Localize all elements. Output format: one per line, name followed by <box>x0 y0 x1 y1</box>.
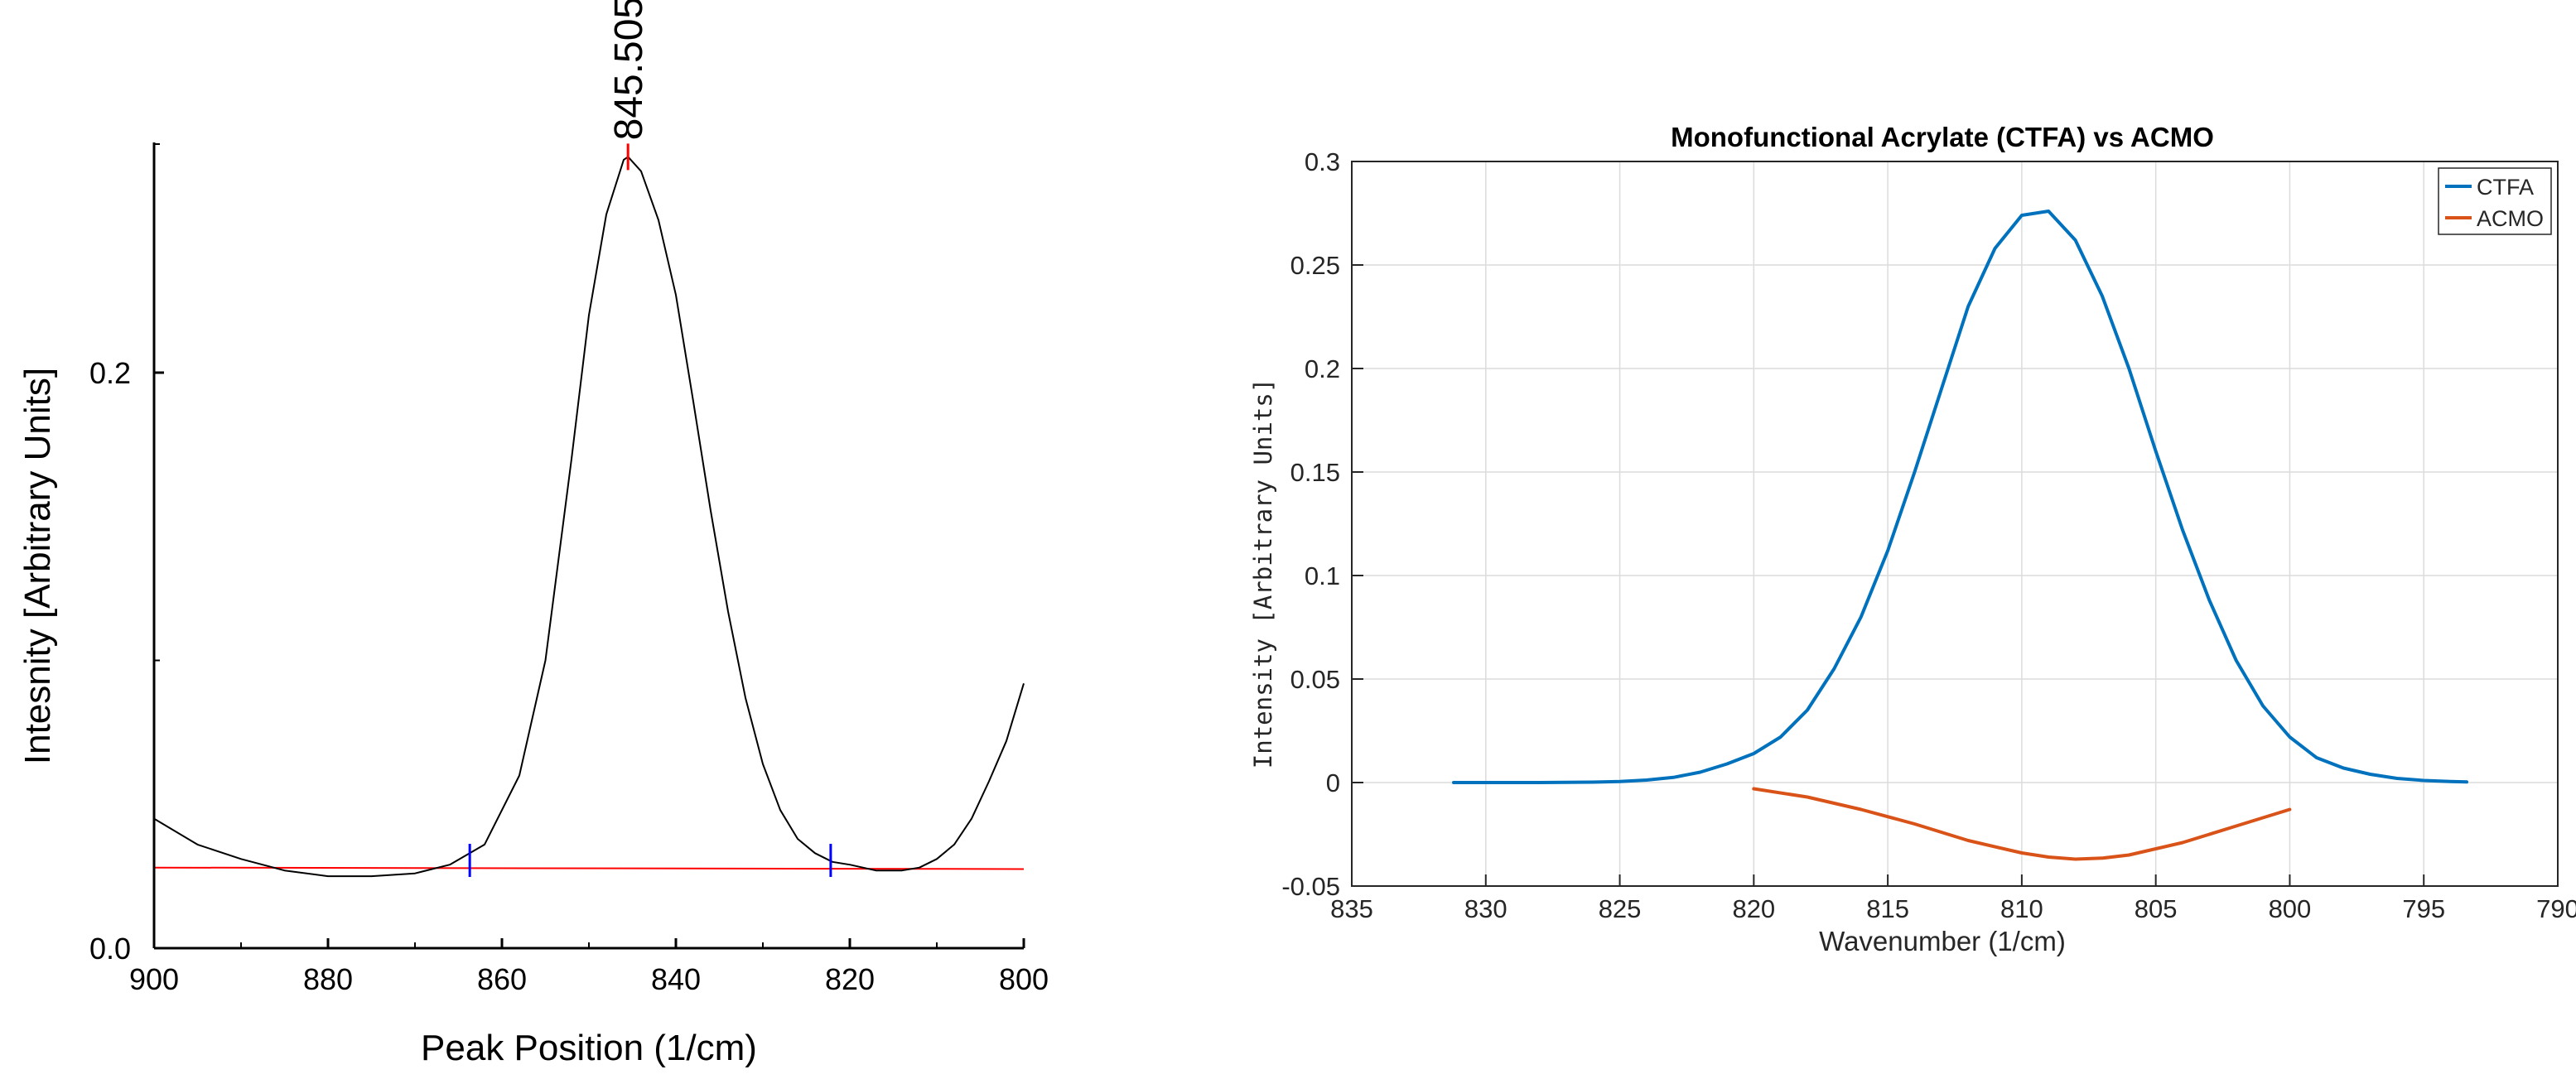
chart2-x-axis-label: Wavenumber (1/cm) <box>1819 926 2066 956</box>
chart1-x-axis-label: Peak Position (1/cm) <box>421 1028 757 1068</box>
chart2-x-tick-label: 835 <box>1330 894 1373 923</box>
chart1-x-tick-label: 840 <box>651 962 701 996</box>
chart2-y-tick-label: 0.2 <box>1305 354 1340 383</box>
chart1-y-axis-label: Intesnity [Arbitrary Units] <box>17 368 58 764</box>
chart1-x-tick-label: 800 <box>999 962 1049 996</box>
chart1-y-tick-label: 0.0 <box>89 932 131 966</box>
chart2-y-tick-label: 0 <box>1326 768 1340 797</box>
chart2-x-tick-label: 815 <box>1866 894 1909 923</box>
chart2-x-tick-label: 820 <box>1732 894 1775 923</box>
legend-label-acmo: ACMO <box>2477 206 2544 231</box>
baseline-line <box>153 866 1025 870</box>
chart1-y-ticks: 0.0 0.2 <box>89 143 164 966</box>
chart2-x-tick-label: 810 <box>2000 894 2043 923</box>
series-line-acmo <box>1752 787 2292 861</box>
chart2-x-tick-label: 825 <box>1599 894 1642 923</box>
legend-label-ctfa: CTFA <box>2477 175 2534 200</box>
chart2-y-tick-label: 0.3 <box>1305 147 1340 176</box>
chart2-y-tick-label: 0.25 <box>1290 251 1340 280</box>
chart1-x-tick-label: 880 <box>303 962 353 996</box>
series-line-ctfa <box>1452 210 2468 784</box>
spectrum-line <box>153 156 1025 878</box>
chart2-y-axis-label: Intensity [Arbitrary Units] <box>1249 378 1277 768</box>
chart2-legend: CTFA ACMO <box>2438 167 2552 235</box>
acrylate-comparison-chart: 835 830 825 820 815 810 805 800 795 790 -0.05 0 0.0… <box>1249 122 2576 956</box>
chart1-x-ticks: 900 880 860 840 820 800 <box>129 938 1049 996</box>
chart2-x-tick-label: 790 <box>2536 894 2576 923</box>
chart2-x-tick-label: 830 <box>1464 894 1507 923</box>
chart2-x-ticks: 835 830 825 820 815 810 805 800 795 790 <box>1330 874 2576 923</box>
chart2-y-tick-label: 0.15 <box>1290 458 1340 487</box>
chart2-plot-frame <box>1351 161 2559 887</box>
peak-position-chart: 900 880 860 840 820 800 0.0 0.2 845.5058 Peak … <box>17 0 1049 1068</box>
chart1-y-tick-label: 0.2 <box>89 356 131 390</box>
chart2-y-tick-label: 0.05 <box>1290 665 1340 694</box>
chart2-y-tick-label: 0.1 <box>1305 561 1340 590</box>
chart1-x-tick-label: 820 <box>825 962 875 996</box>
legend-box <box>2438 167 2552 235</box>
peak-label: 845.5058 <box>607 0 651 140</box>
chart2-marks <box>1452 210 2468 861</box>
chart1-x-tick-label: 860 <box>477 962 527 996</box>
chart2-title: Monofunctional Acrylate (CTFA) vs ACMO <box>1671 122 2214 152</box>
chart2-x-tick-label: 805 <box>2135 894 2178 923</box>
chart2-x-tick-label: 800 <box>2269 894 2312 923</box>
chart2-y-ticks: -0.05 0 0.05 0.1 0.15 0.2 0.25 0.3 <box>1281 147 1363 901</box>
chart1-x-tick-label: 900 <box>129 962 179 996</box>
chart2-y-tick-label: -0.05 <box>1281 872 1340 901</box>
chart2-x-tick-label: 795 <box>2402 894 2445 923</box>
chart1-marks <box>153 143 1025 878</box>
